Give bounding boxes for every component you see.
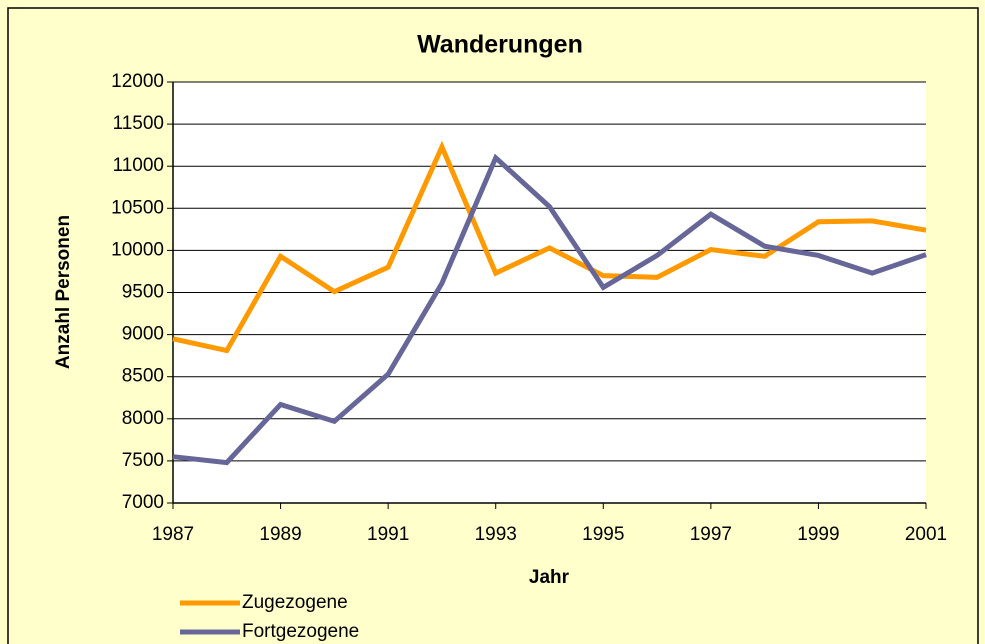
x-tick-label: 1989 <box>259 524 301 545</box>
chart-title: Wanderungen <box>417 31 583 59</box>
y-tick-label: 9500 <box>122 282 164 303</box>
y-tick-label: 7500 <box>122 450 164 471</box>
y-tick-label: 8500 <box>122 366 164 387</box>
y-tick-label: 11000 <box>113 155 164 176</box>
x-tick-label: 1993 <box>475 524 517 545</box>
y-tick-label: 10000 <box>111 239 164 260</box>
y-tick-label: 7000 <box>122 492 164 513</box>
x-tick-label: 1999 <box>797 524 839 545</box>
data-line <box>172 140 927 354</box>
x-tick-label: 1997 <box>690 524 732 545</box>
y-tick-label: 8000 <box>122 408 164 429</box>
x-tick-label: 2001 <box>905 524 947 545</box>
x-tick-label: 1995 <box>582 524 624 545</box>
data-line <box>172 153 927 466</box>
x-tick-label: 1987 <box>152 524 194 545</box>
legend-label: Fortgezogene <box>242 621 359 642</box>
y-tick-label: 10500 <box>111 197 164 218</box>
x-tick-label: 1991 <box>367 524 409 545</box>
y-tick-label: 11500 <box>113 113 164 134</box>
x-axis-label: Jahr <box>529 567 570 588</box>
legend-label: Zugezogene <box>242 592 348 613</box>
chart-border <box>7 7 979 644</box>
y-tick-label: 12000 <box>111 71 164 92</box>
y-tick-label: 9000 <box>122 324 164 345</box>
y-axis-label: Anzahl Personen <box>53 215 74 369</box>
